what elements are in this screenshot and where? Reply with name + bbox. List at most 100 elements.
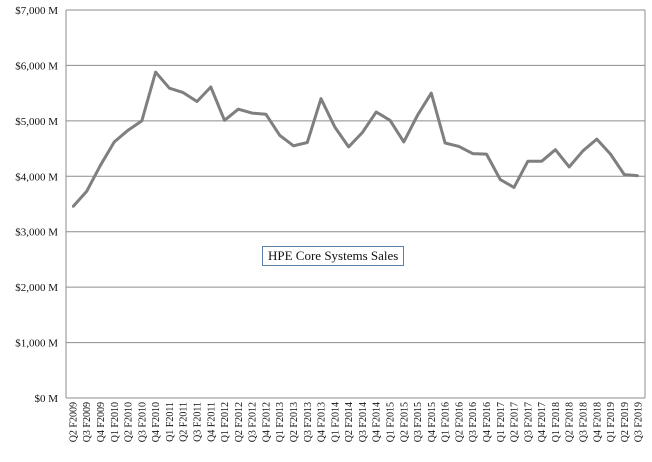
x-tick-label: Q2 F2015	[399, 402, 410, 442]
y-tick-label: $6,000 M	[15, 60, 58, 72]
x-tick-label: Q4 F2018	[592, 402, 603, 442]
data-point	[333, 125, 336, 128]
x-tick-label: Q1 F2013	[275, 402, 286, 442]
data-point	[609, 153, 612, 156]
x-tick-label: Q2 F2016	[454, 402, 465, 442]
data-point	[195, 100, 198, 103]
y-tick-label: $1,000 M	[15, 338, 58, 350]
data-point	[223, 119, 226, 122]
data-point	[402, 140, 405, 143]
x-axis-ticks: Q2 F2009 Q3 F2009 Q4 F2009 Q1 F2010 Q2 F2010…	[68, 402, 644, 442]
data-point	[581, 149, 584, 152]
data-point	[444, 142, 447, 145]
x-tick-label: Q3 F2013	[303, 402, 314, 442]
legend: HPE Core Systems Sales	[262, 246, 405, 266]
data-point	[140, 119, 143, 122]
x-tick-label: Q1 F2017	[496, 402, 507, 442]
data-point	[499, 178, 502, 181]
data-point	[568, 165, 571, 168]
data-point	[320, 97, 323, 100]
data-point	[540, 160, 543, 163]
data-point	[416, 114, 419, 117]
x-tick-label: Q3 F2015	[413, 402, 424, 442]
x-tick-label: Q3 F2014	[358, 402, 369, 442]
data-point	[237, 108, 240, 111]
data-point	[278, 134, 281, 137]
x-tick-label: Q1 F2010	[110, 402, 121, 442]
x-tick-label: Q2 F2017	[510, 402, 521, 442]
data-point	[127, 129, 130, 132]
x-tick-label: Q2 F2009	[68, 402, 79, 442]
x-tick-label: Q4 F2010	[151, 402, 162, 442]
x-tick-label: Q1 F2016	[441, 402, 452, 442]
y-tick-label: $7,000 M	[15, 5, 58, 17]
x-tick-label: Q2 F2010	[124, 402, 135, 442]
data-point	[71, 205, 74, 208]
x-tick-label: Q3 F2017	[523, 402, 534, 442]
x-tick-label: Q1 F2011	[165, 402, 176, 442]
data-point	[526, 160, 529, 163]
y-tick-label: $5,000 M	[15, 116, 58, 128]
data-point	[264, 113, 267, 116]
data-point	[595, 138, 598, 141]
x-tick-label: Q2 F2012	[234, 402, 245, 442]
series-layer	[71, 70, 640, 208]
data-point	[182, 91, 185, 94]
data-point	[554, 148, 557, 151]
data-point	[361, 131, 364, 134]
data-point	[292, 144, 295, 147]
x-tick-label: Q3 F2010	[137, 402, 148, 442]
data-point	[513, 186, 516, 189]
x-tick-label: Q4 F2011	[206, 402, 217, 442]
data-point	[209, 86, 212, 89]
data-point	[430, 92, 433, 95]
data-point	[347, 145, 350, 148]
y-tick-label: $3,000 M	[15, 227, 58, 239]
y-tick-label: $4,000 M	[15, 171, 58, 183]
x-tick-label: Q3 F2012	[248, 402, 259, 442]
data-point	[113, 140, 116, 143]
x-tick-label: Q3 F2018	[578, 402, 589, 442]
gridlines	[66, 9, 645, 399]
x-tick-label: Q4 F2012	[261, 402, 272, 442]
data-point	[251, 112, 254, 115]
data-point	[168, 87, 171, 90]
y-axis-ticks: $0 M $1,000 M $2,000 M $3,000 M $4,000 M $5,0…	[15, 5, 58, 405]
data-point	[375, 110, 378, 113]
data-point	[637, 174, 640, 177]
x-tick-label: Q3 F2019	[634, 402, 645, 442]
y-tick-label: $0 M	[34, 393, 58, 405]
x-tick-label: Q1 F2019	[606, 402, 617, 442]
data-point	[85, 190, 88, 193]
x-tick-label: Q3 F2009	[82, 402, 93, 442]
x-tick-label: Q3 F2011	[192, 402, 203, 442]
data-point	[457, 145, 460, 148]
x-tick-label: Q2 F2011	[179, 402, 190, 442]
x-tick-label: Q4 F2016	[482, 402, 493, 442]
x-tick-label: Q4 F2014	[372, 402, 383, 442]
x-tick-label: Q3 F2016	[468, 402, 479, 442]
legend-label: HPE Core Systems Sales	[268, 248, 399, 263]
x-tick-label: Q4 F2017	[537, 402, 548, 442]
data-point	[154, 71, 157, 74]
x-tick-label: Q4 F2015	[427, 402, 438, 442]
y-tick-label: $2,000 M	[15, 282, 58, 294]
x-tick-label: Q1 F2015	[385, 402, 396, 442]
data-point	[306, 141, 309, 144]
series-line	[71, 70, 639, 208]
x-tick-label: Q1 F2018	[551, 402, 562, 442]
x-tick-label: Q4 F2009	[96, 402, 107, 442]
x-tick-label: Q2 F2014	[344, 402, 355, 442]
data-point	[99, 164, 102, 167]
data-point	[388, 119, 391, 122]
x-tick-label: Q1 F2014	[330, 402, 341, 442]
data-point	[485, 153, 488, 156]
data-point	[623, 173, 626, 176]
x-tick-label: Q2 F2019	[620, 402, 631, 442]
x-tick-label: Q2 F2013	[289, 402, 300, 442]
x-tick-label: Q2 F2018	[565, 402, 576, 442]
x-tick-label: Q1 F2012	[220, 402, 231, 442]
data-point	[471, 152, 474, 155]
x-tick-label: Q4 F2013	[317, 402, 328, 442]
